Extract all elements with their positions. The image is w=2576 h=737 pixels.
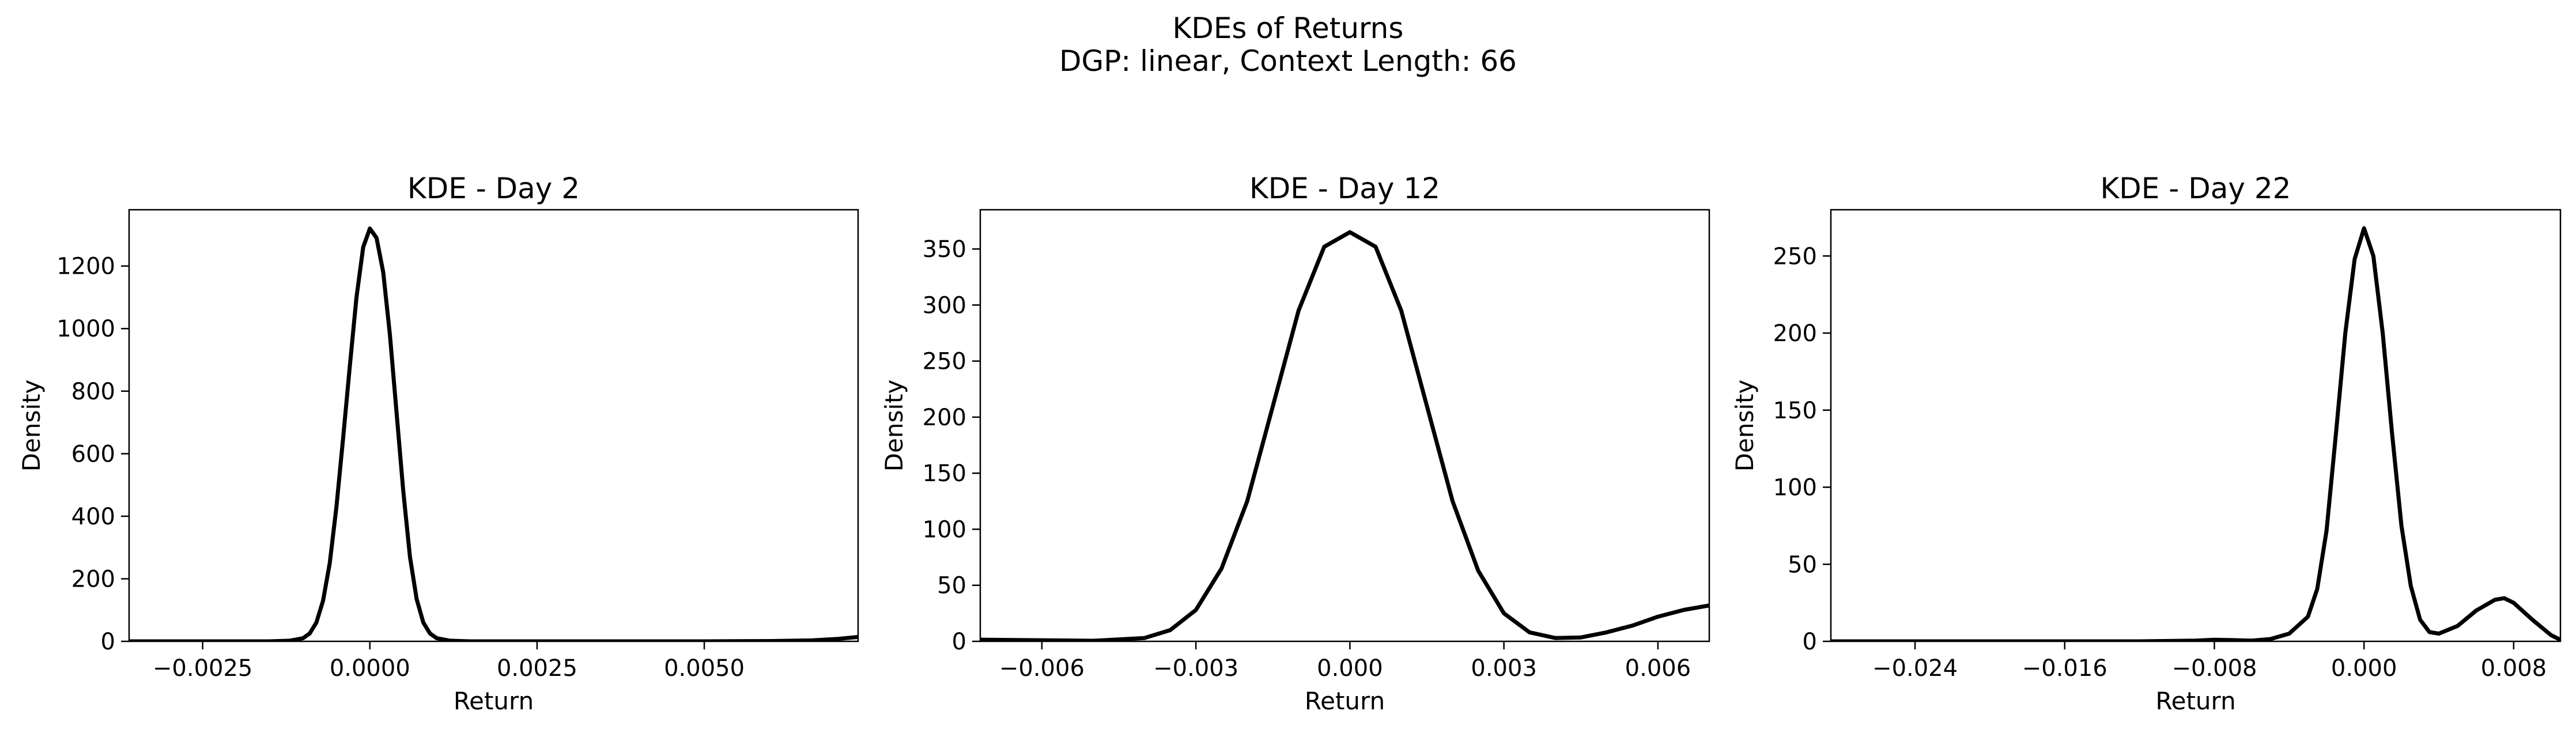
y-tick-label: 50: [937, 573, 966, 599]
x-axis-label: Return: [454, 687, 534, 715]
x-axis-label: Return: [1305, 687, 1385, 715]
y-tick-label: 350: [923, 236, 966, 263]
x-tick-label: 0.0025: [497, 655, 577, 682]
x-tick-label: 0.0050: [664, 655, 745, 682]
y-tick-label: 200: [71, 566, 115, 592]
axes-frame: [979, 209, 1710, 642]
y-axis-label: Density: [17, 380, 46, 472]
kde-curve: [129, 226, 858, 641]
y-axis-label: Density: [1731, 380, 1759, 472]
panel-title: KDE - Day 2: [407, 172, 580, 205]
x-axis-label: Return: [2155, 687, 2235, 715]
y-tick-label: 50: [1788, 551, 1817, 578]
kde-curve: [1831, 226, 2560, 641]
axes-frame: [1830, 209, 2562, 642]
panel-title: KDE - Day 12: [1249, 172, 1440, 205]
y-tick-label: 0: [1803, 629, 1817, 655]
kde-curve: [980, 230, 1709, 641]
y-tick-label: 1200: [56, 254, 115, 280]
y-tick-label: 400: [71, 504, 115, 530]
y-tick-label: 1000: [56, 316, 115, 342]
x-tick-label: −0.003: [1153, 655, 1238, 682]
x-tick-label: 0.0000: [330, 655, 410, 682]
x-tick-label: 0.006: [1625, 655, 1691, 682]
kde-panel-3: −0.024 −0.016 −0.008 0.000 0.008 0 50 100 150 200…: [1731, 172, 2562, 715]
y-tick-label: 200: [1773, 320, 1817, 347]
y-tick-label: 250: [923, 349, 966, 375]
y-tick-label: 600: [71, 441, 115, 467]
x-tick-label: −0.016: [2022, 655, 2107, 682]
y-axis-label: Density: [880, 380, 908, 472]
kde-panel-1: −0.0025 0.0000 0.0025 0.0050 0 200 400 600 800 10…: [17, 172, 859, 715]
x-tick-label: 0.008: [2481, 655, 2547, 682]
x-tick-label: −0.0025: [153, 655, 252, 682]
y-tick-label: 100: [1773, 475, 1817, 501]
figure-title: KDEs of Returns: [1173, 12, 1404, 45]
x-tick-label: −0.006: [999, 655, 1085, 682]
figure-subtitle: DGP: linear, Context Length: 66: [1059, 44, 1517, 78]
y-tick-label: 100: [923, 516, 966, 543]
x-tick-label: 0.000: [1317, 655, 1383, 682]
x-tick-label: −0.008: [2171, 655, 2257, 682]
x-tick-label: 0.003: [1471, 655, 1537, 682]
y-tick-label: 800: [71, 379, 115, 405]
axes-frame: [128, 209, 859, 642]
y-tick-label: 150: [1773, 398, 1817, 424]
y-tick-label: 150: [923, 460, 966, 487]
x-tick-label: 0.000: [2331, 655, 2397, 682]
x-tick-label: −0.024: [1872, 655, 1958, 682]
kde-panel-2: −0.006 −0.003 0.000 0.003 0.006 0 50 100 150 200 2…: [880, 172, 1710, 715]
y-tick-label: 0: [101, 629, 115, 655]
y-tick-label: 200: [923, 405, 966, 431]
y-tick-label: 300: [923, 292, 966, 319]
y-tick-label: 250: [1773, 243, 1817, 270]
y-tick-label: 0: [952, 629, 966, 655]
panel-title: KDE - Day 22: [2101, 172, 2291, 205]
